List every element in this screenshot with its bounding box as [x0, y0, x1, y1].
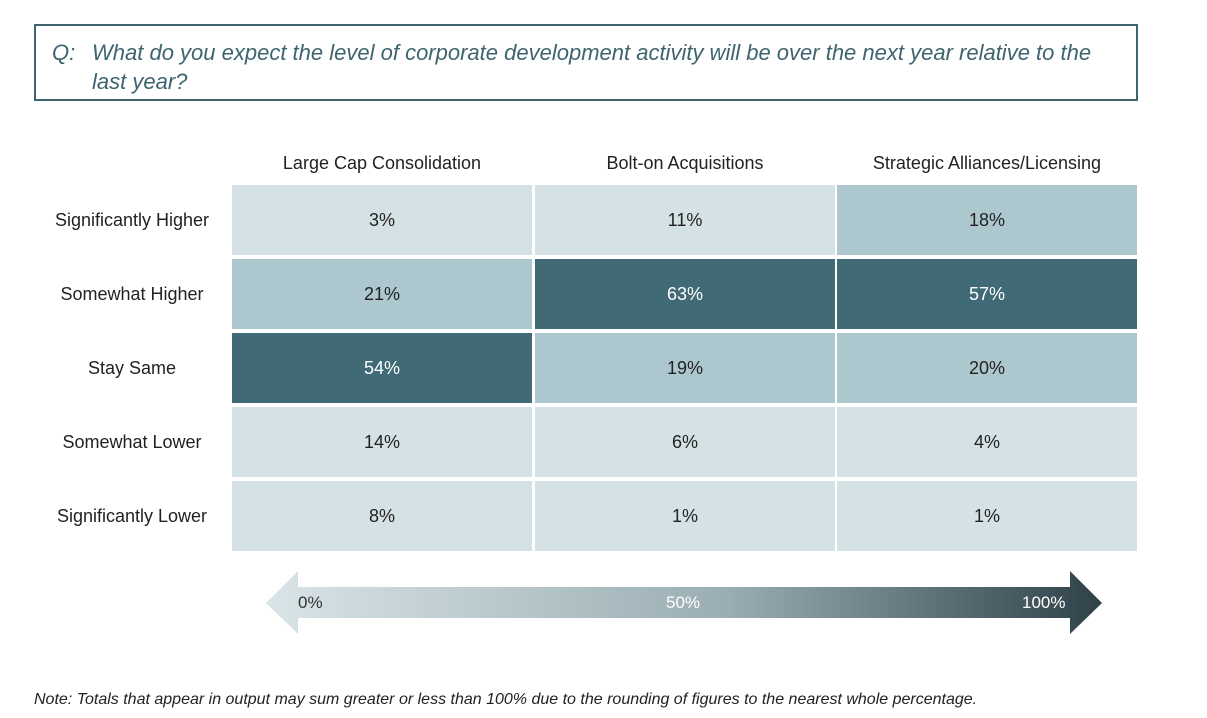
scale-label-max: 100% — [1022, 593, 1066, 612]
column-header: Strategic Alliances/Licensing — [872, 153, 1102, 173]
row-label: Significantly Higher — [54, 210, 210, 230]
column-header: Bolt-on Acquisitions — [606, 153, 764, 173]
heatmap-cell: 18% — [837, 185, 1137, 255]
heatmap-cell: 19% — [535, 333, 835, 403]
question-text: What do you expect the level of corporat… — [92, 40, 1092, 94]
heatmap-cell: 20% — [837, 333, 1137, 403]
question-prefix: Q: — [52, 40, 76, 65]
heatmap-cell: 11% — [535, 185, 835, 255]
scale-label-min: 0% — [298, 593, 323, 612]
heatmap-cell: 1% — [837, 481, 1137, 551]
heatmap-cell: 4% — [837, 407, 1137, 477]
heatmap-cell: 14% — [232, 407, 532, 477]
heatmap-cell: 63% — [535, 259, 835, 329]
heatmap-cell: 57% — [837, 259, 1137, 329]
row-label: Somewhat Lower — [62, 432, 202, 452]
scale-label-mid: 50% — [666, 593, 701, 612]
row-label: Somewhat Higher — [60, 284, 204, 304]
heatmap-cell: 1% — [535, 481, 835, 551]
row-label: Stay Same — [87, 358, 177, 378]
heatmap-cell: 6% — [535, 407, 835, 477]
heatmap-cell: 3% — [232, 185, 532, 255]
column-header: Large Cap Consolidation — [282, 153, 482, 173]
heatmap-cell: 21% — [232, 259, 532, 329]
question-box: Q: What do you expect the level of corpo… — [34, 24, 1138, 101]
heatmap-cell: 8% — [232, 481, 532, 551]
footnote: Note: Totals that appear in output may s… — [34, 691, 978, 708]
scale-arrow-shape — [266, 571, 1102, 634]
row-label: Significantly Lower — [56, 506, 208, 526]
heatmap-cell: 54% — [232, 333, 532, 403]
